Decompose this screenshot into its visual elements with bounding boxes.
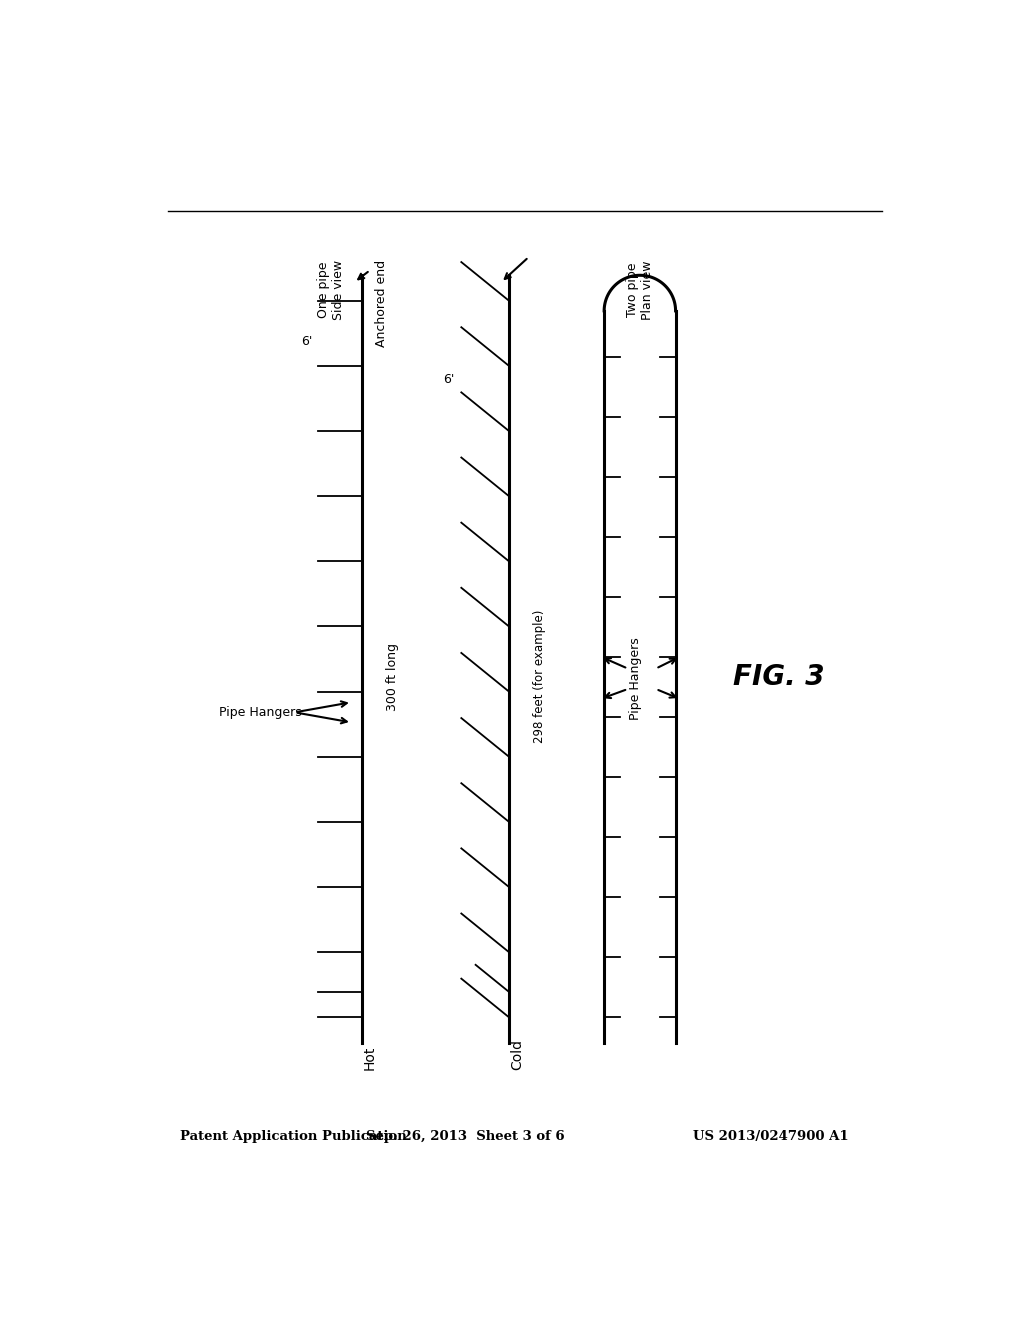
Text: FIG. 3: FIG. 3 <box>733 663 824 690</box>
Text: Two pipe
Plan view: Two pipe Plan view <box>626 260 654 319</box>
Text: One pipe
Side view: One pipe Side view <box>317 260 345 321</box>
Text: US 2013/0247900 A1: US 2013/0247900 A1 <box>693 1130 849 1143</box>
Text: Cold: Cold <box>510 1039 524 1071</box>
Text: 6': 6' <box>443 374 455 387</box>
Text: Pipe Hangers: Pipe Hangers <box>630 638 642 721</box>
Text: Patent Application Publication: Patent Application Publication <box>179 1130 407 1143</box>
Text: Sep. 26, 2013  Sheet 3 of 6: Sep. 26, 2013 Sheet 3 of 6 <box>366 1130 564 1143</box>
Text: Pipe Hangers: Pipe Hangers <box>219 706 302 719</box>
Text: 6': 6' <box>301 335 312 348</box>
Text: Hot: Hot <box>364 1045 377 1071</box>
Text: Anchored end: Anchored end <box>376 260 388 347</box>
Text: 300 ft long: 300 ft long <box>386 643 399 710</box>
Text: 298 feet (for example): 298 feet (for example) <box>532 610 546 743</box>
